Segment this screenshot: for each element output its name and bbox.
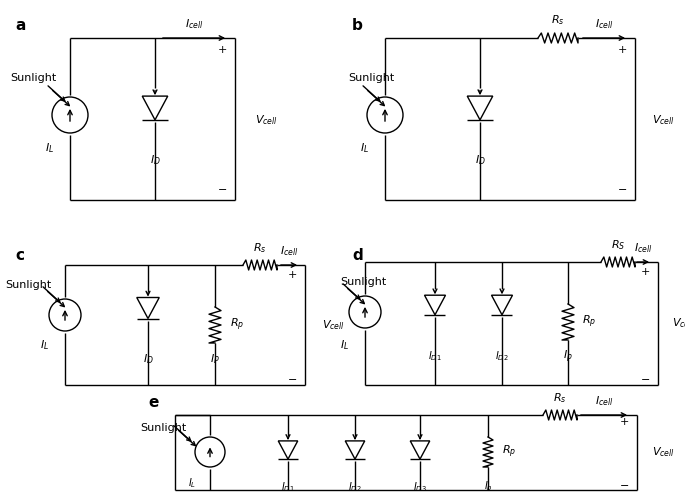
Text: b: b (352, 18, 363, 33)
Text: +: + (217, 45, 227, 55)
Text: $R_s$: $R_s$ (253, 241, 266, 255)
Text: $R_p$: $R_p$ (230, 317, 245, 333)
Text: Sunlight: Sunlight (348, 73, 395, 83)
Text: $I_{D2}$: $I_{D2}$ (348, 480, 362, 494)
Text: $I_{D1}$: $I_{D1}$ (428, 349, 442, 363)
Text: $I_L$: $I_L$ (360, 141, 370, 155)
Text: Sunlight: Sunlight (140, 423, 186, 433)
Text: Sunlight: Sunlight (340, 277, 386, 287)
Text: Sunlight: Sunlight (5, 280, 51, 290)
Text: Sunlight: Sunlight (10, 73, 56, 83)
Text: $I_{cell}$: $I_{cell}$ (279, 244, 298, 258)
Text: $I_p$: $I_p$ (563, 349, 573, 365)
Text: $I_D$: $I_D$ (142, 352, 153, 366)
Text: $I_L$: $I_L$ (45, 141, 55, 155)
Text: $-$: $-$ (617, 183, 627, 193)
Text: a: a (15, 18, 25, 33)
Text: $I_D$: $I_D$ (149, 153, 160, 167)
Text: $-$: $-$ (619, 479, 629, 489)
Text: $R_p$: $R_p$ (582, 314, 596, 330)
Text: e: e (148, 395, 158, 410)
Text: $R_p$: $R_p$ (502, 444, 516, 460)
Text: $I_L$: $I_L$ (340, 338, 349, 352)
Text: +: + (619, 417, 629, 427)
Text: $V_{cell}$: $V_{cell}$ (322, 318, 345, 332)
Text: $-$: $-$ (287, 373, 297, 383)
Text: $V_{cell}$: $V_{cell}$ (672, 316, 685, 330)
Text: $I_{D3}$: $I_{D3}$ (413, 480, 427, 494)
Text: d: d (352, 248, 363, 263)
Text: $I_p$: $I_p$ (484, 480, 493, 495)
Text: $I_L$: $I_L$ (188, 476, 196, 490)
Text: $-$: $-$ (640, 373, 650, 383)
Text: $I_{D2}$: $I_{D2}$ (495, 349, 509, 363)
Text: $V_{cell}$: $V_{cell}$ (255, 113, 278, 127)
Text: $V_{cell}$: $V_{cell}$ (652, 113, 675, 127)
Text: $I_{cell}$: $I_{cell}$ (595, 394, 613, 408)
Text: $I_D$: $I_D$ (475, 153, 486, 167)
Text: $I_P$: $I_P$ (210, 352, 220, 366)
Text: $I_{D1}$: $I_{D1}$ (281, 480, 295, 494)
Text: $-$: $-$ (217, 183, 227, 193)
Text: $I_{cell}$: $I_{cell}$ (185, 17, 203, 31)
Text: $R_s$: $R_s$ (551, 13, 565, 27)
Text: +: + (287, 270, 297, 280)
Text: $R_s$: $R_s$ (553, 391, 566, 405)
Text: $R_S$: $R_S$ (611, 238, 625, 252)
Text: $I_{cell}$: $I_{cell}$ (595, 17, 613, 31)
Text: +: + (617, 45, 627, 55)
Text: c: c (15, 248, 24, 263)
Text: +: + (640, 267, 649, 277)
Text: $I_L$: $I_L$ (40, 338, 49, 352)
Text: $I_{cell}$: $I_{cell}$ (634, 241, 652, 255)
Text: $V_{cell}$: $V_{cell}$ (652, 445, 675, 459)
